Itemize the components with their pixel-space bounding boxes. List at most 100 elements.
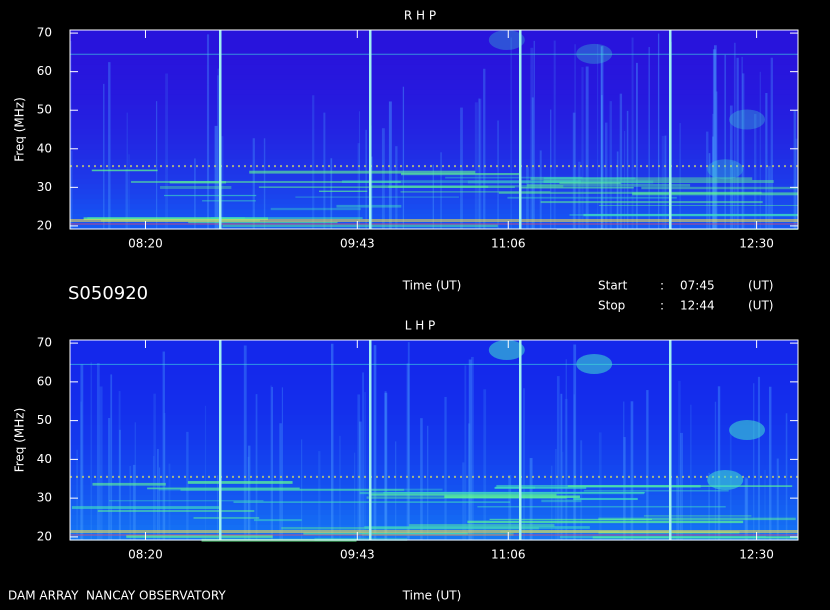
texture: [91, 169, 158, 172]
texture: [70, 460, 798, 466]
texture: [508, 475, 512, 540]
texture: [526, 167, 529, 229]
texture: [70, 375, 798, 381]
texture: [70, 159, 798, 165]
texture: [754, 114, 757, 229]
texture: [319, 190, 368, 192]
y-tick-label: 70: [37, 26, 52, 40]
texture: [70, 84, 798, 91]
texture: [706, 131, 709, 229]
separator: :: [660, 299, 664, 313]
texture: [400, 191, 551, 193]
texture: [70, 360, 798, 366]
texture: [724, 54, 727, 229]
texture: [626, 110, 629, 229]
texture: [742, 73, 745, 229]
y-tick-label: 30: [37, 180, 52, 194]
y-tick-label: 20: [37, 529, 52, 543]
texture: [574, 44, 576, 229]
texture: [478, 98, 482, 229]
y-axis-label: Freq (MHz): [13, 408, 27, 473]
texture: [543, 180, 774, 184]
texture: [420, 418, 423, 540]
texture: [70, 223, 798, 225]
texture: [76, 449, 78, 540]
texture: [712, 49, 716, 229]
texture: [70, 69, 798, 76]
texture: [583, 490, 729, 492]
texture: [635, 62, 638, 230]
texture: [70, 420, 798, 426]
texture: [578, 161, 581, 229]
texture: [128, 154, 130, 229]
texture: [768, 386, 772, 540]
texture: [295, 196, 459, 198]
texture: [729, 109, 766, 130]
texture: [70, 124, 798, 131]
texture: [462, 462, 465, 540]
texture: [559, 182, 621, 184]
texture: [70, 470, 798, 476]
separator: :: [660, 279, 664, 293]
texture: [70, 380, 798, 386]
texture: [254, 519, 302, 522]
texture: [125, 169, 128, 229]
texture: [70, 365, 798, 371]
texture: [70, 390, 798, 396]
texture: [388, 101, 392, 229]
texture: [409, 524, 555, 527]
texture: [118, 391, 121, 540]
texture: [210, 217, 363, 220]
texture: [134, 422, 136, 540]
texture: [483, 68, 486, 230]
y-axis-label: Freq (MHz): [13, 97, 27, 162]
texture: [539, 150, 542, 229]
x-tick-label: 11:06: [491, 548, 526, 562]
texture: [364, 392, 366, 540]
frame: [69, 339, 799, 541]
texture: [303, 532, 468, 536]
texture: [70, 495, 798, 501]
texture: [690, 404, 692, 540]
panel-title: R H P: [404, 9, 436, 23]
texture: [605, 122, 608, 229]
texture: [70, 480, 798, 486]
texture: [70, 150, 73, 229]
texture: [707, 159, 744, 180]
texture: [523, 388, 525, 540]
texture: [263, 138, 266, 229]
texture: [108, 417, 111, 540]
texture: [600, 47, 603, 230]
texture: [70, 94, 798, 101]
texture: [70, 405, 798, 411]
texture: [70, 99, 798, 106]
texture: [70, 199, 798, 205]
panel-title: L H P: [405, 319, 436, 333]
texture: [384, 392, 388, 540]
texture: [312, 95, 315, 230]
texture: [99, 386, 103, 540]
texture: [785, 413, 788, 540]
y-tick-label: 60: [37, 374, 52, 388]
texture: [444, 396, 447, 540]
y-tick-label: 60: [37, 64, 52, 78]
texture: [359, 421, 362, 540]
texture: [770, 57, 773, 230]
texture: [567, 485, 793, 487]
texture: [619, 93, 623, 229]
texture: [357, 394, 361, 540]
texture: [383, 492, 646, 494]
texture: [483, 389, 487, 540]
texture: [623, 401, 625, 540]
x-tick-label: 09:43: [340, 548, 375, 562]
texture: [70, 104, 798, 111]
texture: [70, 450, 798, 456]
texture: [163, 413, 166, 540]
texture: [598, 517, 796, 521]
texture: [70, 534, 798, 536]
texture: [70, 345, 798, 351]
texture: [427, 425, 429, 540]
texture: [624, 130, 626, 229]
x-tick-label: 11:06: [491, 237, 526, 251]
texture: [572, 112, 576, 229]
